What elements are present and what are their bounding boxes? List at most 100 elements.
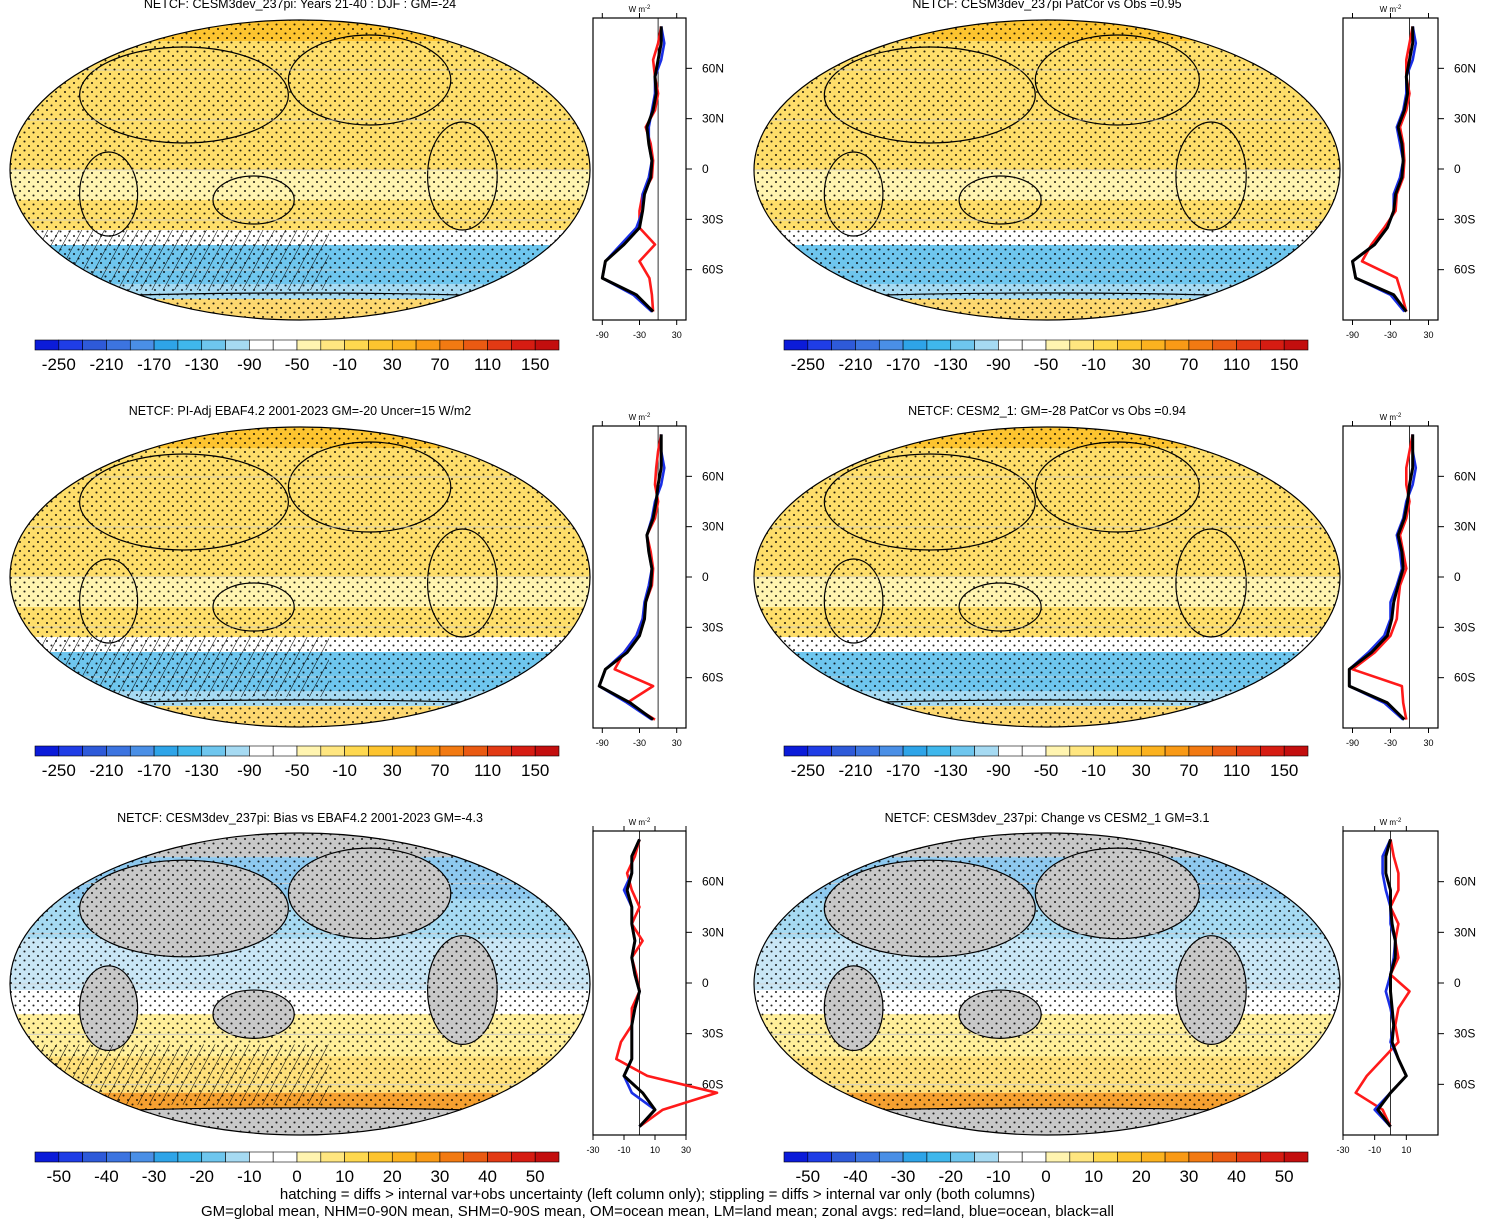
stippling [754, 427, 1340, 727]
colorbar-swatch [950, 339, 975, 351]
lat-tick-label: 0 [1454, 570, 1461, 584]
colorbar-label: 70 [430, 761, 449, 780]
colorbar-swatch [831, 339, 856, 351]
colorbar-swatch [1140, 339, 1166, 351]
x-tick-label: -90 [596, 738, 609, 748]
zonal-unit-label: W m-2 [1380, 818, 1402, 827]
colorbar-label: -10 [1081, 355, 1106, 374]
colorbar-label: -90 [986, 761, 1011, 780]
colorbar-label: 150 [1270, 761, 1298, 780]
colorbar-swatch [153, 339, 179, 351]
stippling [754, 833, 1340, 1135]
colorbar-swatch [58, 339, 83, 351]
map-outline [9, 19, 591, 321]
lat-tick-label: 30S [702, 1027, 723, 1041]
colorbar-swatch [272, 1151, 298, 1163]
colorbar-label: 30 [383, 355, 402, 374]
colorbar-swatch [368, 745, 393, 757]
lat-tick-label: 0 [1454, 162, 1461, 176]
colorbar-swatch [534, 745, 560, 757]
colorbar-label: 150 [521, 355, 549, 374]
lat-tick-label: 60N [1454, 469, 1476, 483]
colorbar-swatch [58, 745, 83, 757]
colorbar-swatch [1212, 745, 1237, 757]
zonal-unit-label: W m-2 [1380, 413, 1402, 422]
colorbar-swatch [831, 1151, 856, 1163]
lat-tick-label: 30N [702, 925, 724, 939]
zonal-line-all [622, 838, 657, 1128]
colorbar-label: -130 [934, 355, 968, 374]
colorbar-swatch [249, 745, 274, 757]
colorbar-swatch [1188, 745, 1214, 757]
colorbar-swatch [1236, 1151, 1261, 1163]
colorbar-swatch [463, 1151, 488, 1163]
colorbar-swatch [1093, 745, 1118, 757]
colorbar-swatch [1093, 1151, 1118, 1163]
colorbar-label: 70 [1179, 761, 1198, 780]
colorbar-swatch [1140, 1151, 1166, 1163]
lat-tick-label: 60N [702, 61, 724, 75]
colorbar-swatch [998, 745, 1023, 757]
colorbar-label: 10 [1084, 1167, 1103, 1186]
map-outline [753, 832, 1341, 1136]
colorbar-swatch [831, 745, 856, 757]
zonal-line-all [597, 434, 663, 721]
colorbar-swatch [1283, 745, 1309, 757]
colorbar-swatch [201, 1151, 226, 1163]
hatching [10, 1044, 329, 1105]
x-tick-label: -10 [617, 1145, 630, 1155]
map-outline [9, 426, 591, 728]
colorbar-swatch [1283, 1151, 1309, 1163]
colorbar-swatch [368, 339, 393, 351]
colorbar-label: -250 [791, 355, 825, 374]
lat-tick-label: 60S [702, 1077, 723, 1091]
colorbar-swatch [878, 1151, 904, 1163]
colorbar-label: 150 [1270, 355, 1298, 374]
colorbar-swatch [344, 339, 369, 351]
lat-tick-label: 30N [702, 112, 724, 126]
lat-tick-label: 60N [1454, 61, 1476, 75]
colorbar-label: -130 [934, 761, 968, 780]
colorbar-label: 20 [383, 1167, 402, 1186]
colorbar-swatch [177, 1151, 203, 1163]
colorbar-swatch [225, 1151, 250, 1163]
colorbar-label: 30 [1132, 761, 1151, 780]
zonal-line-land [1360, 26, 1414, 312]
colorbar-swatch [487, 745, 512, 757]
zonal-panel-6: W m-2 60N 30N 0 30S 60S -30 -10 10 [1336, 818, 1476, 1155]
colorbar-swatch [129, 339, 155, 351]
colorbar-swatch [1045, 1151, 1071, 1163]
colorbar-swatch [296, 339, 322, 351]
colorbar-label: -170 [886, 355, 920, 374]
stippling [754, 20, 1340, 320]
colorbar-label: -130 [185, 355, 219, 374]
x-tick-label: -30 [633, 738, 646, 748]
colorbar-swatch [950, 1151, 975, 1163]
x-tick-label: -10 [1368, 1145, 1381, 1155]
hatching [10, 637, 329, 697]
colorbar-swatch [1164, 1151, 1190, 1163]
colorbar-swatch [855, 745, 880, 757]
colorbar-swatch [320, 339, 345, 351]
lat-tick-label: 60S [702, 671, 723, 685]
map-title: NETCF: PI-Adj EBAF4.2 2001-2023 GM=-20 U… [129, 404, 472, 418]
colorbar-label: 110 [1223, 761, 1250, 780]
x-tick-label: -90 [596, 330, 609, 340]
x-tick-label: 30 [1423, 330, 1433, 340]
colorbar-swatch [296, 745, 322, 757]
colorbar-label: -250 [42, 761, 76, 780]
colorbar: -250 -210 -170 -130 -90 -50 -10 30 70 110 150 [783, 339, 1309, 374]
lat-tick-label: 60S [1454, 671, 1475, 685]
colorbar-swatch [249, 339, 274, 351]
colorbar-swatch [272, 339, 298, 351]
x-tick-label: -30 [586, 1145, 599, 1155]
colorbar-swatch [1045, 339, 1071, 351]
x-tick-label: 30 [672, 738, 682, 748]
colorbar-label: -30 [891, 1167, 916, 1186]
colorbar-swatch [511, 745, 536, 757]
colorbar-swatch [511, 339, 536, 351]
colorbar-swatch [129, 745, 155, 757]
colorbar-swatch [855, 339, 880, 351]
map-title: NETCF: CESM3dev_237pi: Bias vs EBAF4.2 2… [117, 811, 483, 825]
colorbar-label: -170 [886, 761, 920, 780]
